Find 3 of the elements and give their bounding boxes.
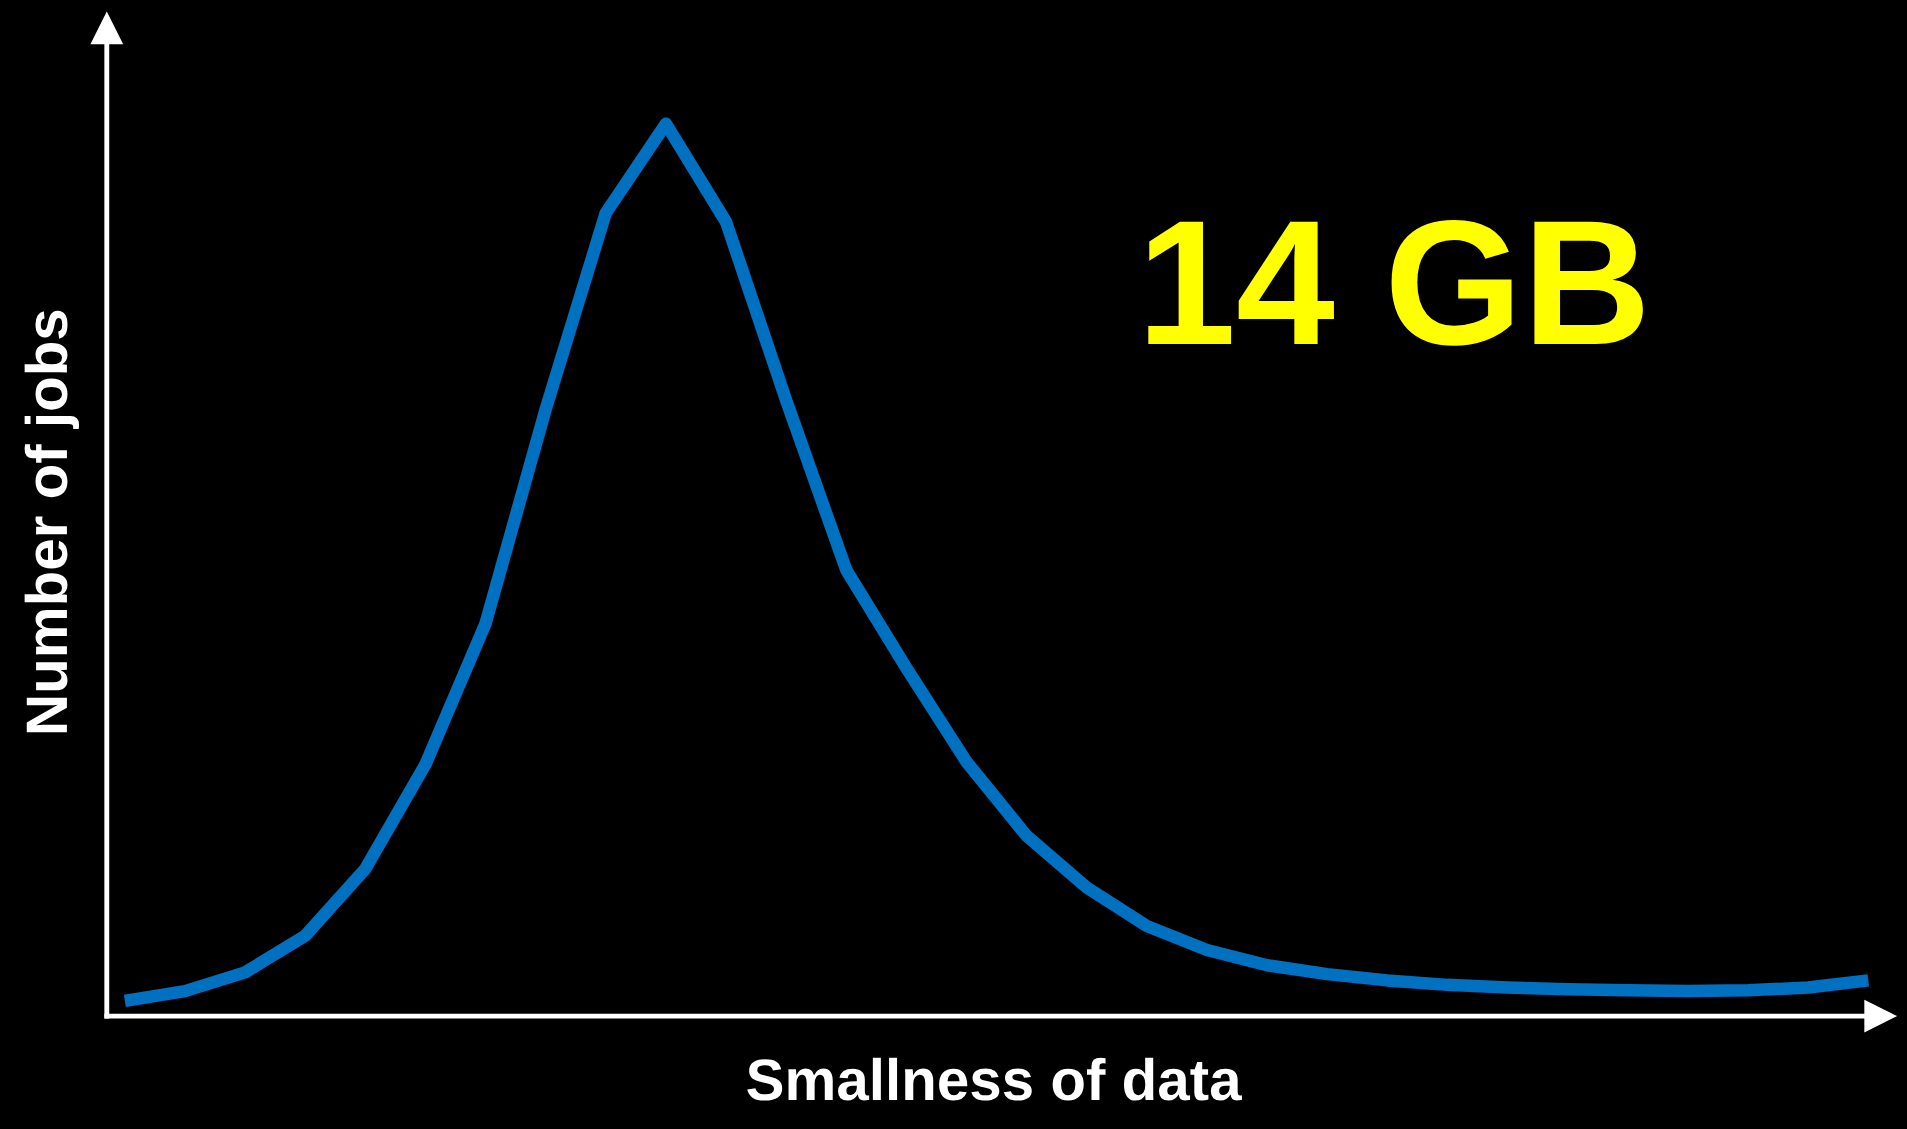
x-axis-title: Smallness of data	[747, 1057, 1242, 1101]
annotation: 14 GB	[1148, 219, 1643, 346]
y-axis-title: Number of jobs	[24, 310, 80, 733]
